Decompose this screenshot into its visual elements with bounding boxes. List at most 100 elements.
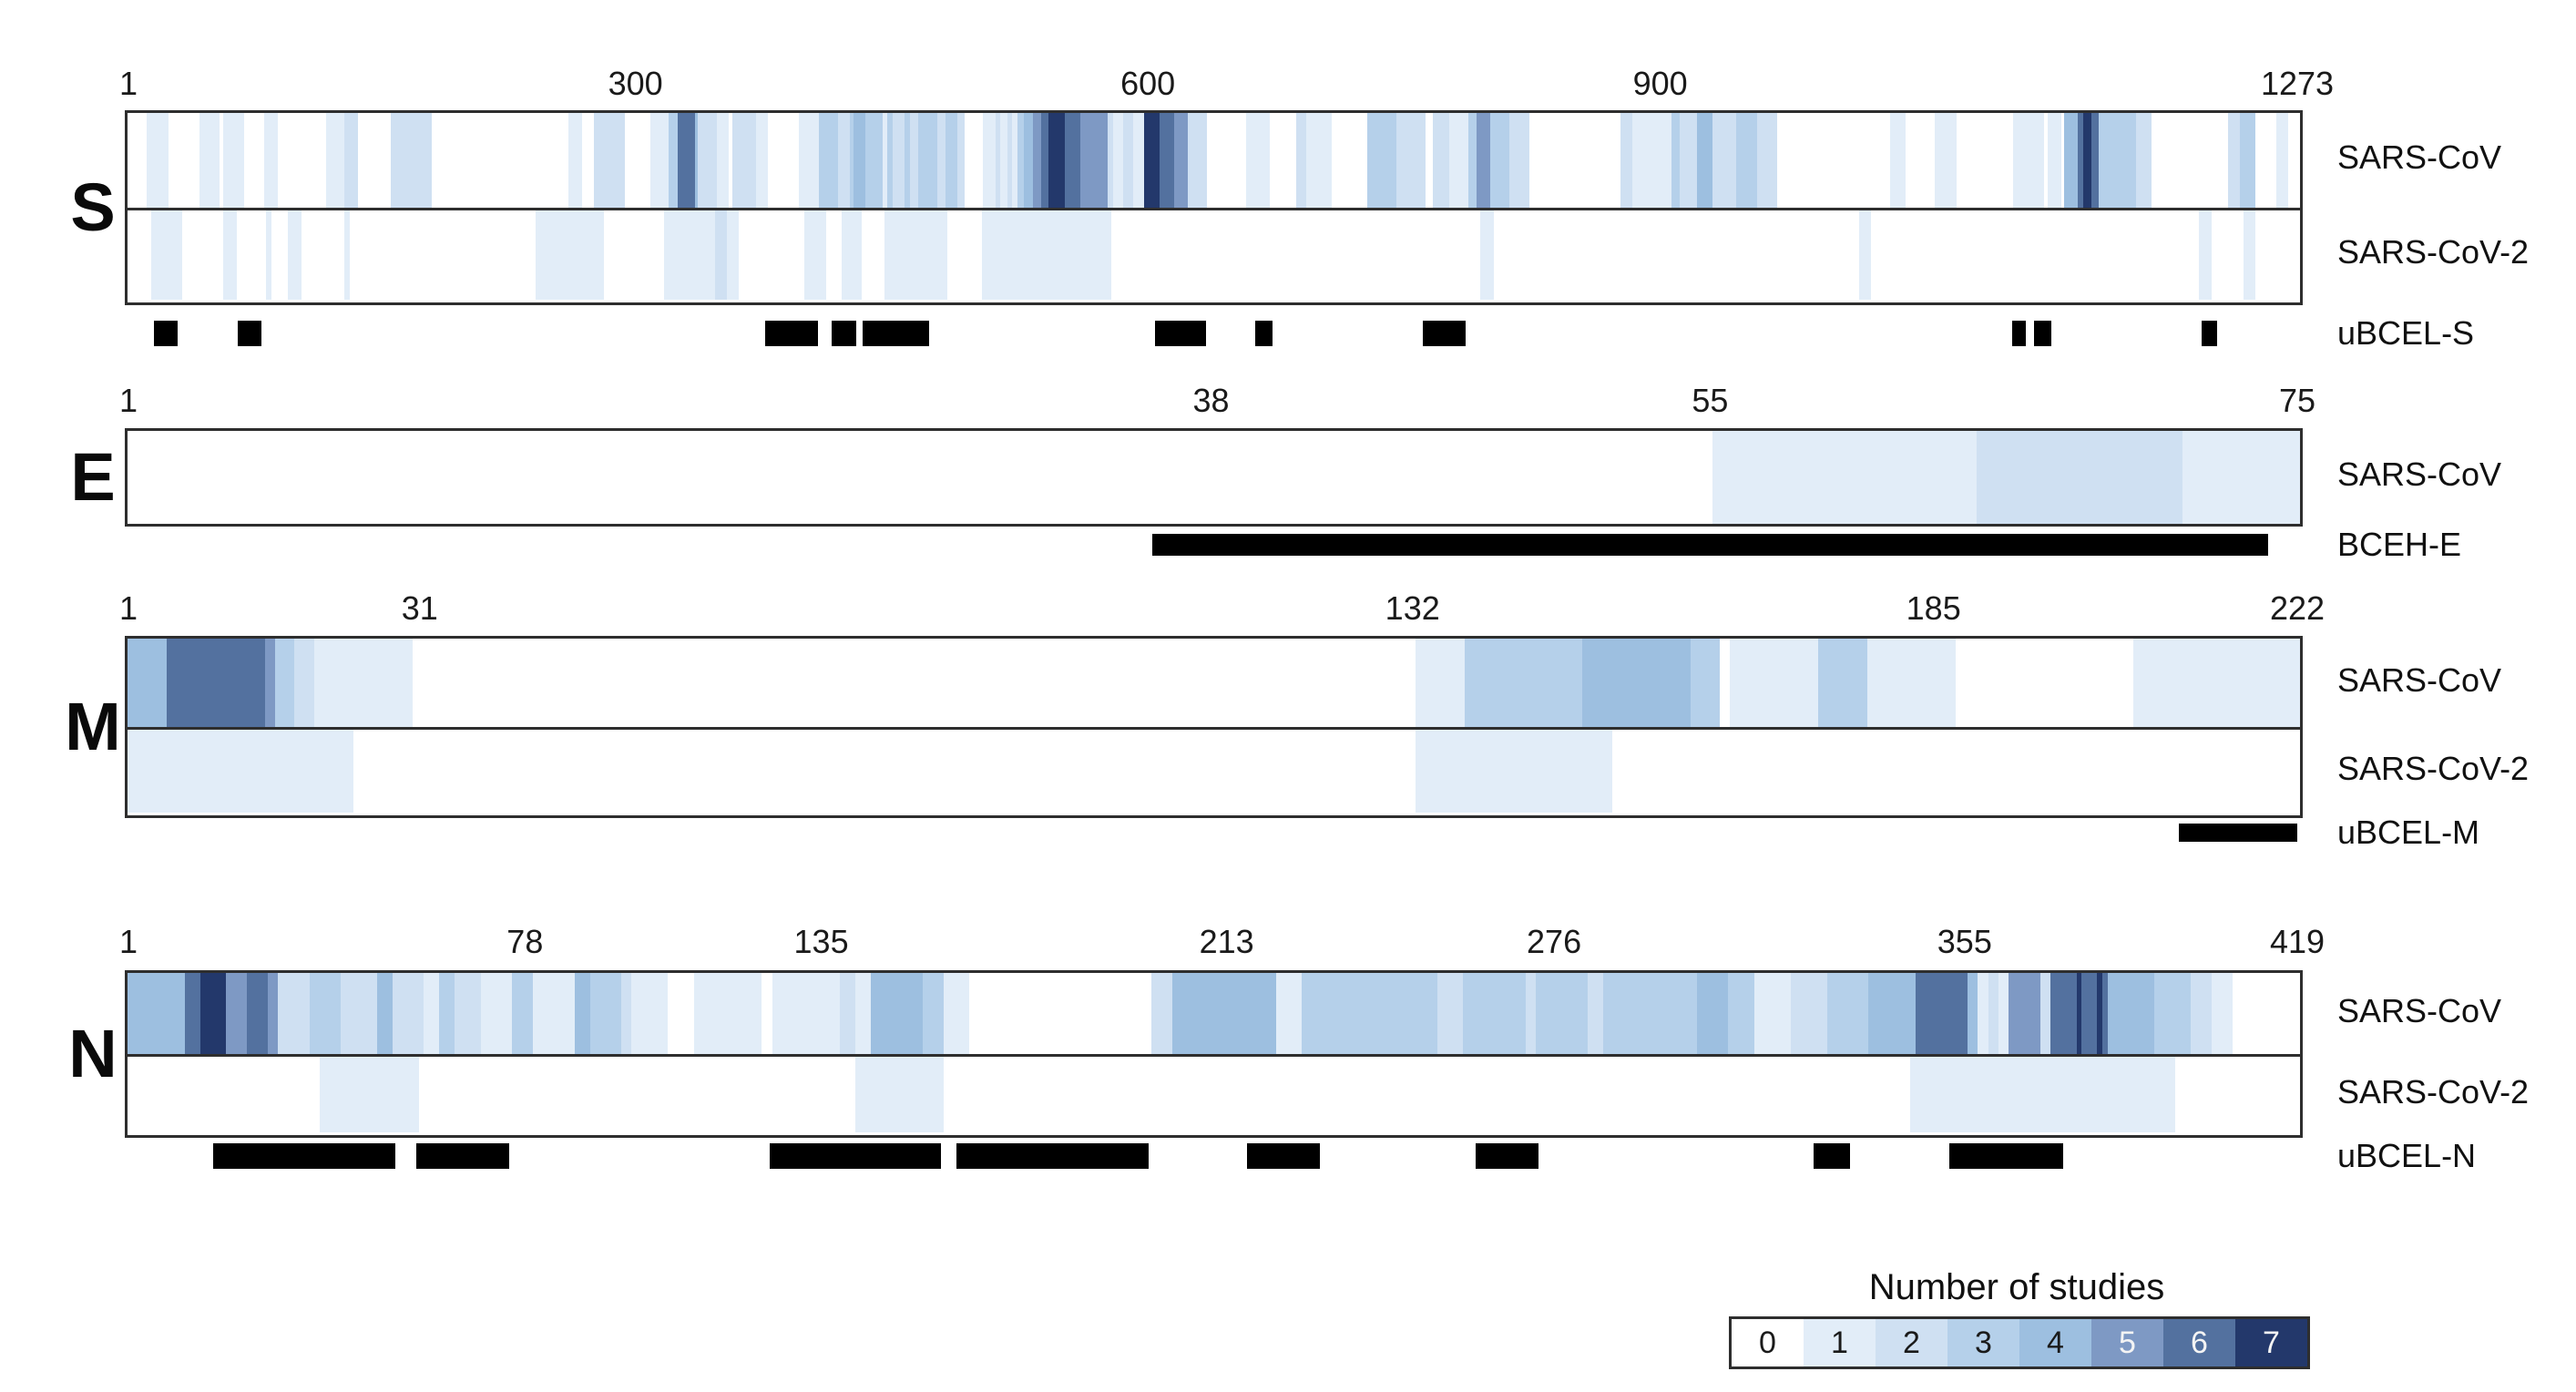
heat-segment (1712, 113, 1737, 208)
epitope-track-label-uBCEL-S: uBCEL-S (2337, 314, 2475, 352)
heat-segment (294, 639, 315, 727)
heat-segment (727, 210, 740, 300)
axis-tick-S-1273: 1273 (2260, 65, 2335, 102)
epitope-bar-E (1152, 534, 2268, 556)
axis-tick-N-355: 355 (1937, 923, 1992, 960)
heat-segment (1017, 113, 1025, 208)
heat-segment (983, 113, 996, 208)
heat-segment (2050, 973, 2077, 1054)
heat-segment (1415, 639, 1465, 727)
heat-segment (669, 113, 678, 208)
heat-track-S-SARS-CoV (128, 113, 2300, 208)
heat-segment (1525, 973, 1537, 1054)
heat-segment (1151, 973, 1172, 1054)
heat-segment (1123, 113, 1134, 208)
heat-segment (2098, 113, 2136, 208)
heat-segment (957, 113, 965, 208)
axis-tick-E-75: 75 (2278, 382, 2316, 419)
heatmap-panel-S (125, 110, 2303, 305)
heat-segment (803, 210, 826, 300)
heat-segment (981, 210, 1111, 300)
heat-segment (1012, 113, 1017, 208)
heat-segment (2064, 113, 2079, 208)
heat-segment (1048, 113, 1066, 208)
heat-segment (1697, 113, 1712, 208)
heat-segment (1024, 113, 1033, 208)
heat-segment (536, 210, 605, 300)
heat-segment (2078, 113, 2083, 208)
heat-segment (1174, 113, 1189, 208)
track-label-M-SARS-CoV: SARS-CoV (2337, 660, 2502, 699)
track-label-S-SARS-CoV: SARS-CoV (2337, 138, 2502, 176)
heat-segment (1536, 973, 1589, 1054)
heat-segment (663, 210, 715, 300)
heat-segment (265, 210, 271, 300)
heat-segment (1988, 973, 1999, 1054)
epitope-bar-S (863, 321, 930, 346)
epitope-bar-N (415, 1143, 510, 1169)
epitope-bar-N (769, 1143, 941, 1169)
heat-segment (288, 210, 302, 300)
heat-segment (278, 973, 310, 1054)
legend-title: Number of studies (1868, 1267, 2165, 1307)
heat-segment (344, 210, 350, 300)
heat-segment (1998, 973, 2009, 1054)
heat-segment (223, 113, 244, 208)
heat-segment (1910, 1057, 2176, 1132)
heat-segment (839, 973, 855, 1054)
heat-segment (1967, 973, 1978, 1054)
heat-track-N-SARS-CoV-2 (128, 1054, 2300, 1132)
axis-tick-E-38: 38 (1192, 382, 1230, 419)
heat-segment (838, 113, 851, 208)
protein-letter-S: S (70, 169, 116, 245)
heat-segment (1588, 973, 1604, 1054)
heat-segment (128, 639, 168, 727)
heat-segment (1367, 113, 1397, 208)
axis-tick-M-185: 185 (1906, 589, 1961, 627)
axis-tick-N-419: 419 (2269, 923, 2326, 960)
heat-segment (2082, 113, 2092, 208)
heat-segment (943, 973, 970, 1054)
heat-segment (268, 973, 279, 1054)
heat-segment (1934, 113, 1958, 208)
heat-track-M-SARS-CoV-2 (128, 727, 2300, 813)
heat-segment (264, 113, 278, 208)
heat-segment (1867, 639, 1957, 727)
heat-segment (184, 973, 200, 1054)
axis-tick-N-135: 135 (793, 923, 849, 960)
heat-segment (1818, 639, 1868, 727)
heat-segment (2081, 973, 2098, 1054)
heat-segment (1080, 113, 1109, 208)
epitope-bar-N (1948, 1143, 2064, 1169)
epitope-bar-S (765, 321, 819, 346)
axis-tick-M-1: 1 (118, 589, 138, 627)
heatmap-panel-M (125, 636, 2303, 818)
heat-segment (533, 973, 575, 1054)
heat-segment (841, 210, 863, 300)
heat-segment (1275, 973, 1303, 1054)
heat-segment (1065, 113, 1081, 208)
axis-tick-S-300: 300 (608, 65, 663, 102)
heat-segment (716, 113, 729, 208)
heat-segment (1790, 973, 1827, 1054)
heat-segment (1582, 639, 1691, 727)
epitope-track-label-uBCEL-M: uBCEL-M (2337, 814, 2480, 851)
heat-segment (1396, 113, 1426, 208)
heat-segment (946, 113, 958, 208)
heat-segment (1246, 113, 1271, 208)
heat-segment (922, 973, 944, 1054)
heat-segment (1464, 639, 1583, 727)
heat-segment (715, 210, 728, 300)
heat-segment (909, 113, 919, 208)
epitope-bar-S (1423, 321, 1466, 346)
heat-segment (1432, 113, 1450, 208)
heat-segment (882, 113, 888, 208)
axis-tick-S-600: 600 (1120, 65, 1176, 102)
heat-segment (247, 973, 269, 1054)
epitope-bar-N (212, 1143, 395, 1169)
axis-tick-N-213: 213 (1199, 923, 1254, 960)
heat-segment (850, 113, 854, 208)
heat-segment (2212, 973, 2233, 1054)
heat-segment (1463, 973, 1526, 1054)
